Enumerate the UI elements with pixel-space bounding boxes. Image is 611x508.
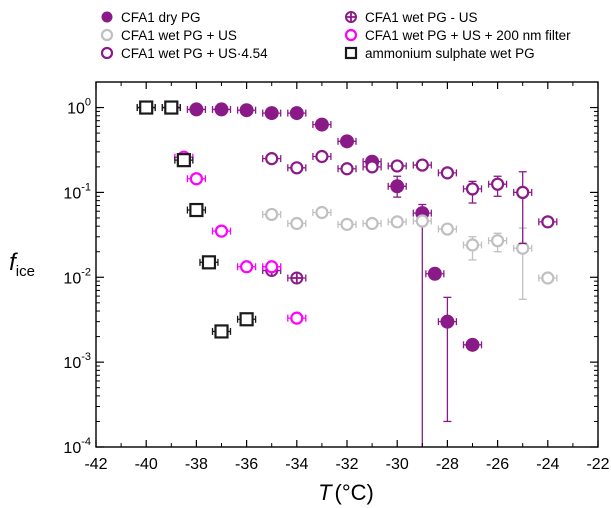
x-tick-label: -26 <box>486 456 509 473</box>
x-tick-label: -42 <box>84 456 107 473</box>
data-point <box>265 207 279 222</box>
x-tick-label: -38 <box>185 456 208 473</box>
data-point <box>390 159 404 173</box>
legend-label: ammonium sulphate wet PG <box>365 46 535 61</box>
series-cfa1-wet-pg-us-4-54 <box>262 149 558 245</box>
y-tick-label: 10-1 <box>63 181 91 202</box>
data-point <box>465 238 480 252</box>
data-point <box>214 102 229 117</box>
data-point <box>189 102 204 117</box>
y-tick-label: 10-2 <box>63 266 91 287</box>
data-point <box>415 158 429 172</box>
data-point <box>491 234 505 248</box>
data-point <box>390 215 404 229</box>
x-tick-label: -24 <box>536 456 559 473</box>
data-point <box>541 215 555 229</box>
plot-marks <box>136 100 558 447</box>
data-point <box>189 202 204 218</box>
y-tick-label: 10-3 <box>63 351 91 372</box>
x-tick-label: -34 <box>285 456 308 473</box>
data-point <box>240 260 254 274</box>
legend-marker <box>100 28 114 42</box>
x-tick-label: -40 <box>135 456 158 473</box>
axes: -42 -40 -38 -36 -34 -32 -30 -28 -26 -24 -22 10-4 10-… <box>63 81 610 473</box>
data-point <box>314 117 329 132</box>
data-point <box>491 177 505 191</box>
data-point <box>214 224 229 238</box>
legend: CFA1 dry PG CFA1 wet PG + US CFA1 wet PG +… <box>100 10 571 61</box>
series-cfa1-wet-pg-us <box>262 205 558 300</box>
data-point <box>201 255 217 270</box>
x-axis-title: T (°C) <box>318 480 374 505</box>
data-point <box>214 324 229 339</box>
data-point <box>516 241 530 255</box>
legend-marker <box>100 46 114 60</box>
data-point <box>465 182 480 196</box>
data-point <box>315 205 329 220</box>
legend-label: CFA1 dry PG <box>121 10 201 25</box>
data-point <box>139 100 154 115</box>
legend-item: CFA1 dry PG <box>101 10 201 25</box>
legend-item: CFA1 wet PG - US <box>345 10 478 25</box>
y-tick-label: 10-4 <box>63 436 91 457</box>
data-point <box>289 106 304 121</box>
data-point <box>290 271 304 285</box>
legend-label: CFA1 wet PG + US <box>121 28 237 43</box>
data-point <box>239 312 254 327</box>
legend-marker <box>344 28 358 42</box>
legend-marker <box>345 11 357 23</box>
data-point <box>340 162 354 176</box>
legend-label: CFA1 wet PG + US·4.54 <box>121 46 268 61</box>
data-point <box>290 161 304 175</box>
data-point <box>264 106 279 121</box>
x-tick-label: -28 <box>436 456 459 473</box>
data-point <box>415 214 429 228</box>
data-point <box>340 217 354 231</box>
legend-item: ammonium sulphate wet PG <box>344 46 535 61</box>
series-cfa1-wet-pg-us-200-nm-filter <box>174 150 307 325</box>
data-point <box>265 152 279 166</box>
data-point <box>365 216 379 231</box>
legend-item: CFA1 wet PG + US <box>100 28 237 43</box>
data-point <box>440 166 454 180</box>
data-point <box>541 271 555 285</box>
data-point <box>164 100 179 115</box>
y-tick-label: 100 <box>67 97 91 118</box>
legend-marker <box>101 11 113 23</box>
data-point <box>176 153 191 168</box>
legend-item: CFA1 wet PG + US + 200 nm filter <box>344 28 571 43</box>
x-tick-label: -30 <box>386 456 409 473</box>
data-point <box>290 311 304 325</box>
data-point <box>440 314 455 329</box>
data-point <box>365 160 379 174</box>
x-tick-label: -22 <box>586 456 609 473</box>
data-point <box>390 179 405 194</box>
legend-item: CFA1 wet PG + US·4.54 <box>100 46 268 61</box>
y-axis-title: fice <box>9 249 35 280</box>
data-point <box>265 260 279 274</box>
legend-label: CFA1 wet PG + US + 200 nm filter <box>365 28 571 43</box>
data-point <box>465 337 480 352</box>
x-tick-label: -32 <box>335 456 358 473</box>
legend-marker <box>344 46 358 60</box>
legend-label: CFA1 wet PG - US <box>365 10 478 25</box>
series-ammonium-sulphate-wet-pg <box>136 100 257 339</box>
data-point <box>290 216 304 231</box>
data-point <box>427 266 442 281</box>
x-tick-label: -36 <box>235 456 258 473</box>
data-point <box>315 149 329 164</box>
data-point <box>239 103 254 118</box>
data-point <box>189 172 203 186</box>
data-point <box>340 134 354 149</box>
data-point <box>440 222 454 236</box>
data-point <box>516 185 530 200</box>
